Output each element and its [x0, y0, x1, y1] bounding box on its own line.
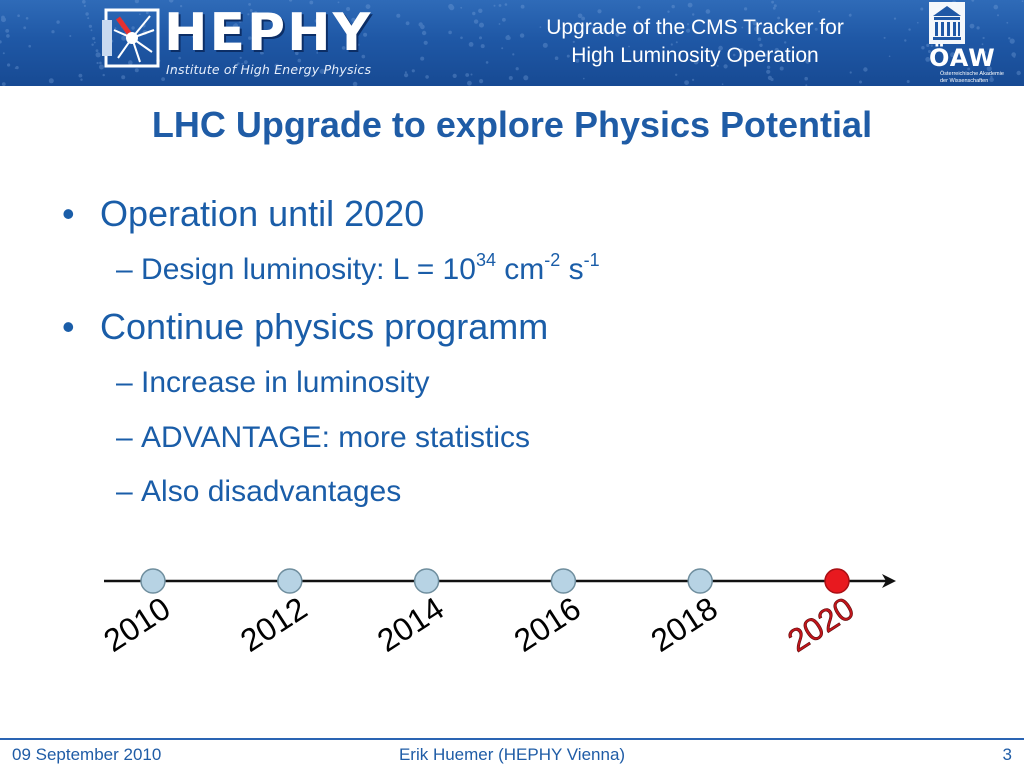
hephy-logo-subtitle: Institute of High Energy Physics: [166, 62, 372, 77]
oaw-subtitle-line2: der Wissenschaften: [940, 77, 989, 84]
header-title: Upgrade of the CMS Tracker for High Lumi…: [490, 14, 900, 70]
timeline-node: [140, 568, 166, 594]
header-title-line1: Upgrade of the CMS Tracker for: [546, 16, 844, 39]
footer: 09 September 2010 Erik Huemer (HEPHY Vie…: [0, 738, 1024, 770]
timeline: 2010 2012 2014 2016 2018 2020: [97, 568, 896, 659]
bullet-item: • Operation until 2020: [62, 193, 424, 235]
timeline-node: [550, 568, 577, 594]
sub-bullet-text: Design luminosity: L = 10: [141, 253, 476, 286]
timeline-node: [413, 568, 440, 594]
footer-author: Erik Huemer (HEPHY Vienna): [398, 745, 626, 764]
sub-bullet-marker: –: [116, 475, 133, 508]
timeline-year-label: 2014: [371, 590, 450, 659]
timeline-year-label: 2018: [644, 590, 723, 659]
oaw-subtitle-line1: Österreichische Akademie: [940, 71, 1004, 77]
bullet-marker: •: [62, 306, 75, 347]
academy-building-icon: [929, 2, 965, 44]
exponent: -1: [583, 250, 600, 270]
hephy-logo-text: HEPHY: [164, 3, 373, 63]
sub-bullet-item: – Design luminosity: L = 1034 cm-2 s-1: [116, 250, 600, 287]
timeline-node: [687, 568, 713, 594]
exponent: -2: [544, 250, 561, 270]
oaw-logo: ÖAW Österreichische Akademie der Wissens…: [926, 0, 1024, 86]
bullet-marker: •: [62, 193, 75, 234]
sub-bullet-marker: –: [116, 366, 133, 399]
exponent: 34: [475, 250, 496, 270]
sub-bullet-item: – ADVANTAGE: more statistics: [116, 421, 530, 455]
timeline-node-highlighted: [824, 568, 850, 594]
sub-bullet-text: Also disadvantages: [141, 475, 402, 508]
sub-bullet-marker: –: [116, 421, 133, 454]
oaw-logo-subtitle: Österreichische Akademie der Wissenschaf…: [940, 71, 1022, 84]
hephy-logo: HEPHY Institute of High Energy Physics: [100, 0, 400, 86]
timeline-arrow-icon: [882, 574, 896, 588]
header-title-line2: High Luminosity Operation: [571, 44, 819, 67]
unit-text: s: [560, 253, 584, 286]
sub-bullet-text: Increase in luminosity: [141, 366, 430, 399]
timeline-year-label: 2020: [781, 590, 860, 659]
header-banner: HEPHY Institute of High Energy Physics U…: [0, 0, 1024, 86]
footer-date: 09 September 2010: [12, 745, 162, 764]
timeline-year-label: 2016: [508, 590, 587, 659]
hephy-emblem-icon: [102, 8, 160, 68]
sub-bullet-item: – Also disadvantages: [116, 475, 401, 509]
sub-bullet-item: – Increase in luminosity: [116, 366, 430, 400]
timeline-node: [277, 568, 303, 594]
slide-title: LHC Upgrade to explore Physics Potential: [151, 104, 873, 145]
bullet-text: Continue physics programm: [100, 306, 549, 347]
sub-bullet-marker: –: [116, 253, 133, 286]
bullet-item: • Continue physics programm: [62, 306, 548, 348]
oaw-logo-text: ÖAW: [929, 44, 996, 72]
page-number: 3: [1002, 745, 1012, 764]
bullet-text: Operation until 2020: [100, 193, 425, 234]
unit-text: cm: [495, 253, 545, 286]
sub-bullet-text: ADVANTAGE: more statistics: [141, 421, 530, 454]
timeline-year-label: 2010: [97, 590, 176, 659]
timeline-year-label: 2012: [234, 590, 313, 659]
